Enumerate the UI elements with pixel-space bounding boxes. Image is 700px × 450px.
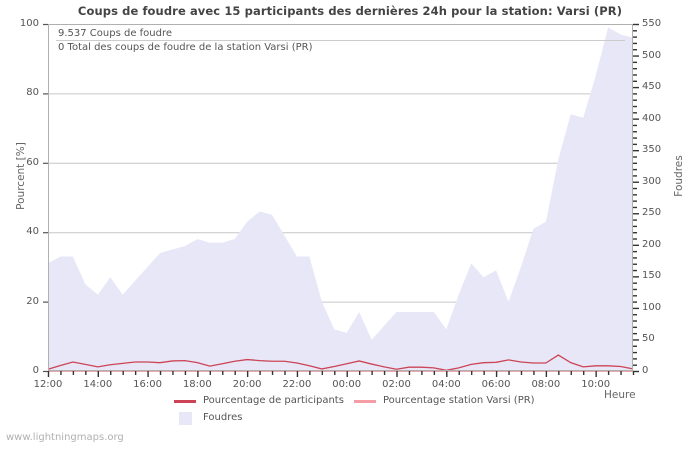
y-tick-right-300: 300 (642, 175, 662, 187)
y-tick-left-40: 40 (26, 226, 39, 238)
y-tick-left-60: 60 (26, 156, 39, 168)
footer-watermark: www.lightningmaps.org (6, 432, 124, 443)
y-axis-label-left: Pourcent [%] (15, 142, 27, 210)
legend-swatch-participants (174, 400, 196, 403)
strikes-area-series (48, 27, 633, 371)
legend-label-strikes[interactable]: Foudres (203, 412, 243, 423)
x-tick-04:00: 04:00 (431, 379, 461, 390)
participants-percent-line-series (47, 354, 634, 371)
legend-label-participants[interactable]: Pourcentage de participants (203, 395, 344, 406)
y-tick-right-550: 550 (642, 18, 662, 29)
x-tick-16:00: 16:00 (133, 379, 162, 390)
annotation-divider (56, 40, 625, 41)
y-tick-right-450: 450 (642, 81, 662, 93)
annotation-station-strikes: 0 Total des coups de foudre de la statio… (58, 42, 313, 53)
legend-swatch-strikes (179, 412, 192, 425)
y-tick-left-20: 20 (26, 295, 39, 307)
legend-label-station[interactable]: Pourcentage station Varsi (PR) (383, 395, 535, 406)
y-tick-right-500: 500 (642, 49, 662, 61)
x-tick-02:00: 02:00 (382, 379, 411, 390)
y-tick-left-80: 80 (26, 87, 39, 99)
y-tick-right-150: 150 (642, 270, 662, 282)
x-tick-12:00: 12:00 (33, 379, 63, 390)
x-tick-10:00: 10:00 (581, 379, 611, 390)
y-tick-right-250: 250 (642, 207, 662, 219)
y-tick-right-50: 50 (642, 333, 655, 345)
y-tick-right-0: 0 (642, 365, 649, 376)
y-tick-left-0: 0 (32, 365, 39, 376)
legend-swatch-station (354, 400, 376, 403)
x-tick-08:00: 08:00 (531, 379, 561, 390)
page-title: Coups de foudre avec 15 participants des… (77, 4, 623, 18)
x-tick-20:00: 20:00 (232, 379, 262, 390)
y-tick-right-200: 200 (642, 238, 662, 250)
y-tick-right-350: 350 (642, 144, 662, 156)
y-tick-right-100: 100 (642, 301, 662, 313)
y-tick-right-400: 400 (642, 112, 662, 124)
x-axis-label: Heure (604, 389, 636, 401)
annotation-total-strikes: 9.537 Coups de foudre (58, 28, 173, 39)
x-tick-00:00: 00:00 (332, 379, 362, 390)
x-tick-18:00: 18:00 (182, 379, 212, 390)
y-tick-left-100: 100 (19, 18, 39, 29)
x-tick-14:00: 14:00 (83, 379, 113, 390)
x-tick-22:00: 22:00 (282, 379, 312, 390)
x-tick-06:00: 06:00 (481, 379, 511, 390)
